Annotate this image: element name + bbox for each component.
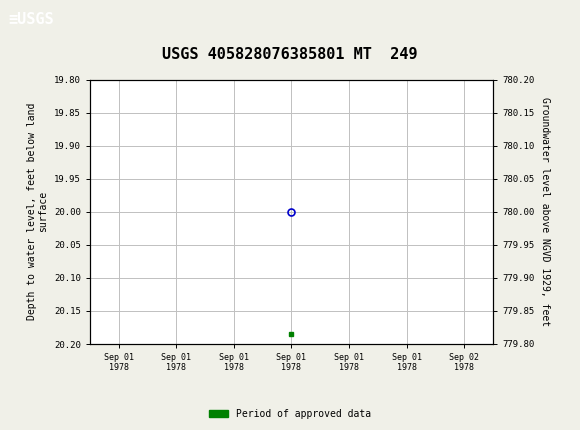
Y-axis label: Groundwater level above NGVD 1929, feet: Groundwater level above NGVD 1929, feet [540,97,550,326]
Legend: Period of approved data: Period of approved data [205,405,375,423]
Text: ≡USGS: ≡USGS [9,12,55,27]
Text: USGS 405828076385801 MT  249: USGS 405828076385801 MT 249 [162,47,418,62]
Y-axis label: Depth to water level, feet below land
surface: Depth to water level, feet below land su… [27,103,49,320]
